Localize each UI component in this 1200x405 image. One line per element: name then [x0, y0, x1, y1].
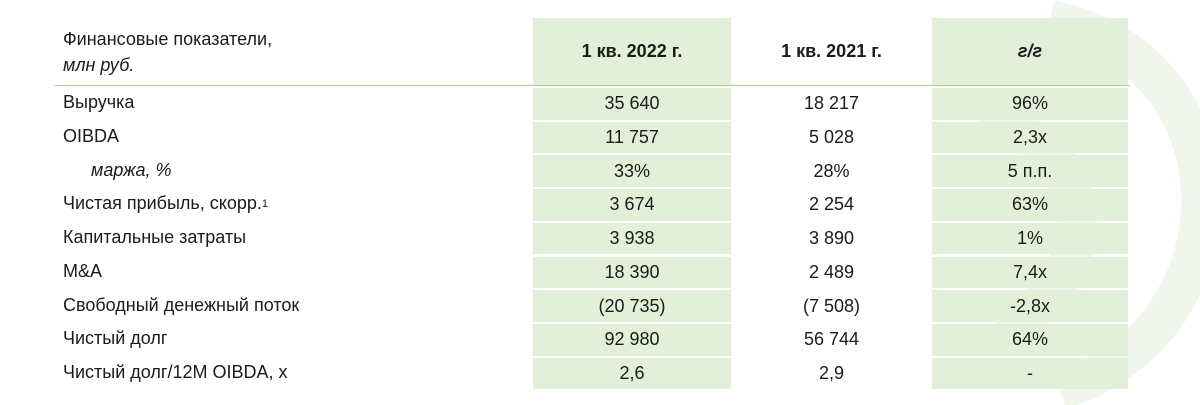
row-label: Чистый долг/12M OIBDA, x: [55, 356, 525, 390]
row-label: Выручка: [55, 86, 525, 120]
row-label: M&A: [55, 255, 525, 289]
table-cell: 3 890: [808, 228, 855, 249]
table-cell: 7,4x: [932, 256, 1128, 289]
column-header: 1 кв. 2022 г.: [533, 18, 731, 85]
table-cell: (20 735): [533, 290, 731, 322]
column-header: 1 кв. 2021 г.: [781, 41, 882, 61]
table-cell: 2 254: [808, 194, 855, 215]
header-label: Финансовые показатели, млн руб.: [55, 18, 525, 85]
table-cell: 56 744: [803, 329, 860, 350]
row-label-text: M&A: [63, 260, 103, 281]
table-cell: 2,6: [533, 357, 731, 390]
row-label-text: Чистая прибыль, скорр.: [63, 193, 262, 214]
row-label: Капитальные затраты: [55, 221, 525, 255]
table-cell: -: [932, 357, 1128, 390]
table-cell: 92 980: [533, 323, 731, 356]
table-cell: 63%: [932, 189, 1128, 221]
table-cell: 3 938: [533, 222, 731, 255]
table-cell: 18 390: [533, 256, 731, 289]
row-label-text: Чистый долг/12M OIBDA, x: [63, 361, 288, 382]
row-label: OIBDA: [55, 120, 525, 154]
row-label-text: Капитальные затраты: [63, 227, 247, 248]
row-label: маржа, %: [55, 153, 525, 187]
table-cell: 35 640: [533, 88, 731, 120]
table-cell: 2,9: [818, 362, 845, 383]
table-cell: 33%: [533, 155, 731, 188]
table-cell: 2 489: [808, 261, 855, 282]
row-label: Чистый долг: [55, 322, 525, 356]
table-cell: (7 508): [802, 295, 861, 316]
table-cell: 96%: [932, 88, 1128, 120]
column-header: г/г: [932, 18, 1128, 85]
row-label-text: маржа, %: [91, 159, 172, 180]
table-cell: 5 028: [808, 127, 855, 148]
row-label-text: OIBDA: [63, 126, 120, 147]
row-label-text: Выручка: [63, 92, 135, 113]
table-cell: 64%: [932, 323, 1128, 356]
row-label: Свободный денежный поток: [55, 288, 525, 322]
header-rule: [55, 85, 1130, 86]
table-cell: -2,8x: [932, 290, 1128, 322]
row-label: Чистая прибыль, скорр. 1: [63, 193, 269, 214]
header-unit: млн руб.: [63, 54, 135, 75]
table-cell: 18 217: [803, 93, 860, 114]
table-cell: 5 п.п.: [932, 155, 1128, 188]
table-cell: 1%: [932, 222, 1128, 255]
table-cell: 3 674: [533, 189, 731, 221]
table-cell: 28%: [813, 160, 850, 181]
table-cell: 2,3x: [932, 121, 1128, 154]
table-cell: 11 757: [533, 121, 731, 154]
row-label-text: Свободный денежный поток: [63, 294, 300, 315]
header-title: Финансовые показатели,: [63, 28, 273, 49]
row-label-text: Чистый долг: [63, 328, 168, 349]
